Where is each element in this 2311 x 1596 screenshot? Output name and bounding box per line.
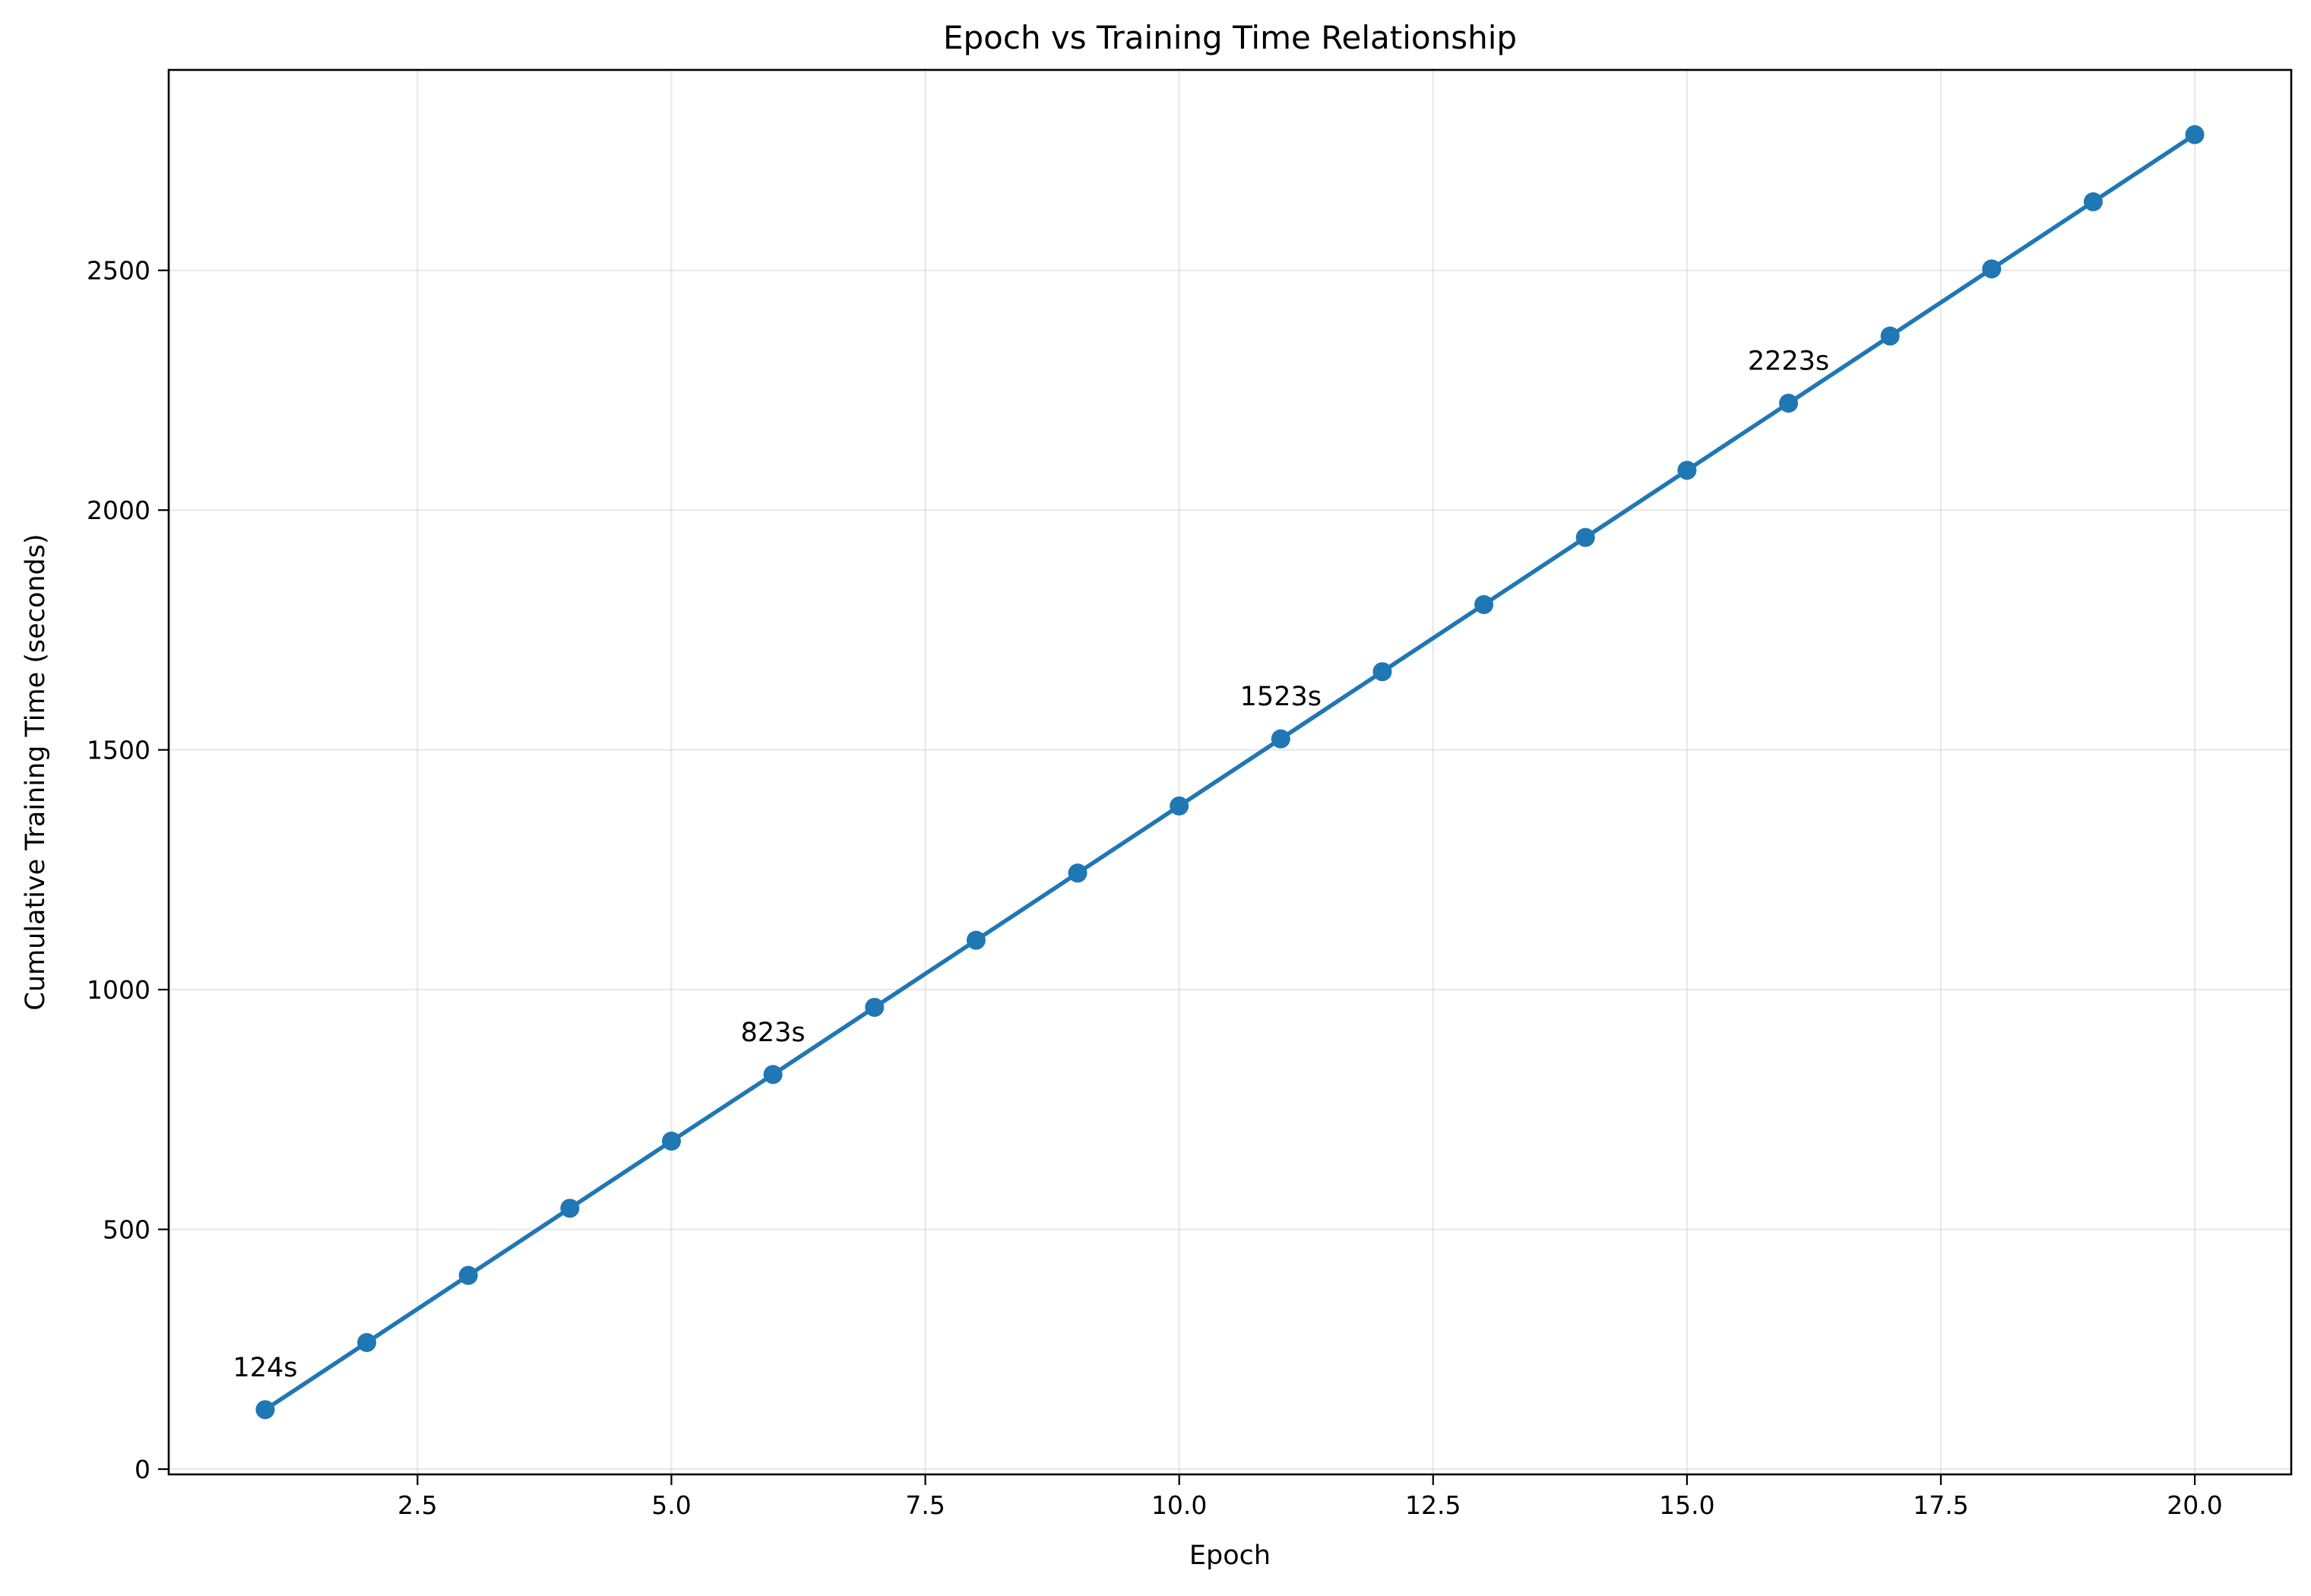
x-tick-label: 17.5: [1913, 1490, 1968, 1520]
data-point: [1372, 662, 1392, 682]
y-tick-label: 500: [103, 1215, 150, 1245]
data-point: [865, 997, 885, 1017]
data-point: [255, 1400, 275, 1420]
chart-title: Epoch vs Training Time Relationship: [943, 19, 1517, 56]
series: [255, 125, 2205, 1420]
x-axis: 2.5 5.0 7.5 10.0 12.5 15.0 17.5 20.0: [397, 1474, 2223, 1520]
data-label: 124s: [233, 1353, 297, 1383]
data-point: [1170, 796, 1189, 815]
data-point: [560, 1199, 580, 1218]
annotations: 124s 823s 1523s 2223s: [233, 346, 1829, 1382]
data-point: [357, 1332, 377, 1352]
data-label: 2223s: [1748, 346, 1829, 376]
data-point: [1880, 326, 1900, 346]
data-point: [1474, 594, 1494, 614]
series-line: [263, 132, 2197, 1412]
plot-frame: [167, 68, 2293, 1476]
x-axis-label: Epoch: [1189, 1541, 1271, 1571]
data-point: [2083, 192, 2103, 212]
y-tick-label: 0: [135, 1455, 150, 1484]
data-point: [1779, 393, 1798, 413]
data-label: 823s: [741, 1018, 806, 1048]
y-axis-label: Cumulative Training Time (seconds): [21, 534, 51, 1010]
x-tick-label: 12.5: [1405, 1490, 1461, 1520]
x-tick-label: 10.0: [1151, 1490, 1207, 1520]
x-tick-label: 5.0: [651, 1490, 691, 1520]
data-point: [763, 1065, 783, 1085]
x-tick-label: 7.5: [905, 1490, 945, 1520]
x-tick-label: 15.0: [1659, 1490, 1714, 1520]
data-point: [458, 1265, 478, 1285]
data-point: [966, 930, 986, 950]
data-point: [2185, 125, 2205, 144]
data-point: [1982, 259, 2002, 279]
data-point: [1068, 863, 1087, 883]
x-tick-label: 20.0: [2167, 1490, 2222, 1520]
y-tick-label: 1000: [87, 975, 150, 1005]
data-point: [662, 1132, 681, 1151]
y-axis: 0 500 1000 1500 2000 2500: [87, 256, 169, 1484]
data-point: [1271, 729, 1290, 749]
y-tick-label: 2000: [87, 496, 150, 525]
data-point: [1575, 527, 1595, 547]
x-tick-label: 2.5: [397, 1490, 437, 1520]
y-tick-label: 1500: [87, 736, 150, 765]
data-point: [1677, 461, 1697, 480]
grid: [169, 70, 2291, 1474]
y-tick-label: 2500: [87, 256, 150, 286]
data-label: 1523s: [1240, 682, 1322, 712]
